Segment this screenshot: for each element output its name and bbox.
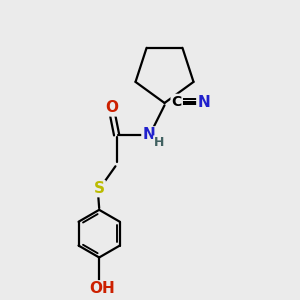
Text: S: S	[94, 181, 105, 196]
Text: OH: OH	[89, 281, 115, 296]
Text: H: H	[154, 136, 164, 149]
Text: N: N	[197, 95, 210, 110]
Text: C: C	[172, 95, 182, 109]
Text: N: N	[142, 128, 155, 142]
Text: O: O	[106, 100, 119, 116]
